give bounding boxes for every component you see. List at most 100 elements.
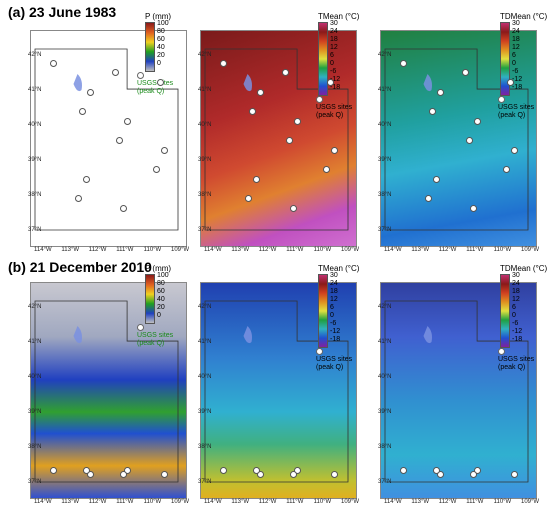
legend-tick: 24 (330, 280, 338, 287)
usgs-site-marker (433, 176, 440, 183)
usgs-site-marker (400, 60, 407, 67)
longitude-label: 109°W (171, 499, 190, 505)
usgs-site-marker (87, 89, 94, 96)
legend-title: TMean (°C) (318, 12, 360, 21)
legend-tick: -6 (330, 320, 337, 327)
legend-tick: -12 (330, 328, 341, 335)
row-b-title: (b) 21 December 2010 (8, 259, 152, 275)
usgs-site-marker (79, 108, 86, 115)
latitude-label: 39°N (378, 409, 392, 415)
usgs-site-marker (437, 471, 444, 478)
latitude-label: 40°N (28, 374, 42, 380)
usgs-site-icon (316, 96, 323, 103)
latitude-label: 40°N (378, 374, 392, 380)
usgs-site-marker (50, 60, 57, 67)
latitude-label: 41°N (378, 339, 392, 345)
latitude-label: 41°N (28, 339, 42, 345)
usgs-legend: USGS sites (peak Q) (137, 72, 173, 96)
map-panel (380, 30, 537, 247)
map-panel (200, 30, 357, 247)
latitude-label: 40°N (378, 122, 392, 128)
usgs-legend: USGS sites (peak Q) (498, 348, 534, 372)
great-salt-lake (423, 74, 432, 92)
latitude-label: 38°N (198, 192, 212, 198)
usgs-site-marker (503, 166, 510, 173)
legend-tick: -18 (512, 336, 523, 343)
latitude-label: 40°N (198, 122, 212, 128)
usgs-site-marker (331, 471, 338, 478)
longitude-label: 111°W (466, 499, 484, 505)
legend-tick: 100 (157, 272, 169, 279)
longitude-label: 114°W (204, 499, 222, 505)
great-salt-lake (423, 326, 432, 344)
usgs-site-marker (120, 205, 127, 212)
longitude-label: 112°W (438, 247, 457, 253)
legend-tick: -18 (330, 336, 341, 343)
legend-tick: 6 (330, 52, 334, 59)
legend-tick: 20 (157, 304, 165, 311)
longitude-label: 110°W (143, 499, 162, 505)
usgs-site-marker (294, 467, 301, 474)
utah-outline (384, 300, 529, 483)
legend-tick: 100 (157, 20, 169, 27)
usgs-site-marker (153, 166, 160, 173)
utah-outline (34, 48, 179, 231)
legend-tick: 30 (330, 20, 338, 27)
legend-tick: -18 (512, 84, 523, 91)
color-bar (145, 22, 155, 72)
usgs-site-marker (286, 137, 293, 144)
longitude-label: 113°W (61, 247, 80, 253)
latitude-label: 40°N (198, 374, 212, 380)
legend-tick: -6 (512, 68, 519, 75)
usgs-site-marker (220, 467, 227, 474)
legend-tick: 24 (512, 28, 520, 35)
great-salt-lake (243, 326, 252, 344)
legend-tick: -12 (512, 76, 523, 83)
usgs-site-marker (474, 118, 481, 125)
legend-tick: 30 (512, 272, 520, 279)
latitude-label: 38°N (28, 192, 42, 198)
latitude-label: 39°N (378, 157, 392, 163)
longitude-label: 113°W (61, 499, 80, 505)
usgs-site-marker (433, 467, 440, 474)
legend-tick: 24 (330, 28, 338, 35)
legend-tick: 0 (330, 60, 334, 67)
legend-tick: 0 (512, 60, 516, 67)
legend-tick: -6 (330, 68, 337, 75)
utah-outline (204, 48, 349, 231)
legend-tick: 80 (157, 280, 165, 287)
legend-tick: 6 (330, 304, 334, 311)
usgs-legend: USGS sites (peak Q) (316, 96, 352, 120)
color-bar (318, 22, 328, 96)
longitude-label: 112°W (88, 499, 107, 505)
usgs-site-marker (323, 166, 330, 173)
usgs-site-marker (124, 467, 131, 474)
longitude-label: 111°W (286, 499, 304, 505)
usgs-site-marker (429, 108, 436, 115)
usgs-site-icon (137, 72, 144, 79)
legend-tick: -6 (512, 320, 519, 327)
usgs-site-marker (157, 79, 164, 86)
longitude-label: 114°W (384, 247, 402, 253)
latitude-label: 42°N (378, 304, 392, 310)
longitude-label: 114°W (204, 247, 222, 253)
legend-tick: 0 (512, 312, 516, 319)
latitude-label: 37°N (28, 479, 42, 485)
legend-tick: 6 (512, 52, 516, 59)
longitude-label: 109°W (521, 247, 540, 253)
latitude-label: 41°N (198, 87, 212, 93)
legend-tick: 40 (157, 44, 165, 51)
usgs-site-marker (462, 69, 469, 76)
latitude-label: 38°N (378, 444, 392, 450)
legend-tick: -12 (330, 76, 341, 83)
usgs-label: USGS sites (peak Q) (498, 104, 535, 120)
legend-tick: 6 (512, 304, 516, 311)
legend-tick: -18 (330, 84, 341, 91)
legend-tick: 0 (157, 312, 161, 319)
longitude-label: 113°W (231, 499, 250, 505)
longitude-label: 114°W (384, 499, 402, 505)
legend-title: P (mm) (145, 12, 172, 21)
usgs-site-marker (112, 69, 119, 76)
longitude-label: 112°W (258, 499, 277, 505)
great-salt-lake (73, 326, 82, 344)
